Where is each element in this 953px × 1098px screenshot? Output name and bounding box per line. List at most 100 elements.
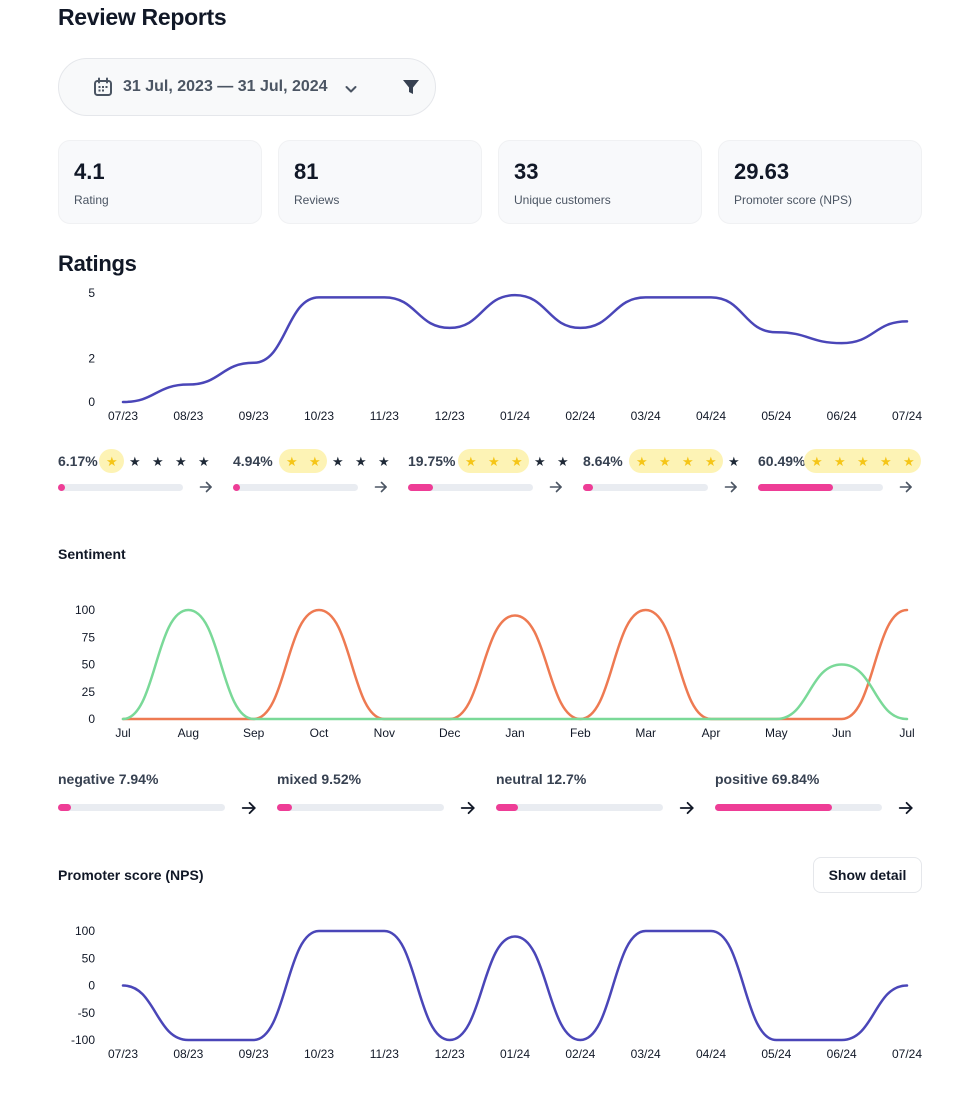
star-icon: ★ [811,454,823,469]
star-icon: ★ [705,454,717,469]
rating-progress-bar [233,484,358,491]
rating-progress-fill [233,484,240,491]
rating-percent: 6.17% [58,453,98,469]
sentiment-label: mixed 9.52% [277,771,362,787]
x-tick-label: Aug [178,726,199,740]
x-tick-label: Nov [374,726,395,740]
sentiment-title: Sentiment [58,546,126,562]
stars-highlight [99,449,124,473]
x-tick-label: Oct [310,726,329,740]
sentiment-progress-fill [715,804,832,811]
x-tick-label: 09/23 [239,1047,269,1061]
series-line-nps [121,929,909,1042]
x-tick-label: 05/24 [761,409,791,423]
x-tick-label: 07/23 [108,409,138,423]
sentiment-label: positive 69.84% [715,771,820,787]
star-icon: ★ [903,454,915,469]
y-tick-label: -50 [78,1006,96,1020]
x-tick-label: 11/23 [370,1047,399,1061]
y-tick-label: 50 [82,951,96,965]
arrow-right-icon[interactable] [679,800,695,816]
x-tick-label: Jul [115,726,130,740]
filter-icon[interactable] [401,77,421,97]
arrow-right-icon[interactable] [899,480,913,494]
star-icon: ★ [857,454,869,469]
sentiment-chart: 0 25 50 75 100 Jul Aug Sep Oct Nov Dec Jan Feb Mar Apr… [75,603,915,740]
stat-card-rating: 4.1 Rating [58,140,262,224]
sentiment-progress-bar [496,804,663,811]
rating-progress-bar [758,484,883,491]
x-tick-label: Sep [243,726,265,740]
x-tick-label: 01/24 [500,409,530,423]
x-tick-label: 03/24 [631,1047,661,1061]
star-icon: ★ [880,454,892,469]
stat-value: 81 [294,159,319,184]
rating-progress-fill [758,484,833,491]
page-title: Review Reports [58,4,227,30]
arrow-right-icon[interactable] [724,480,738,494]
x-tick-label: May [765,726,788,740]
x-tick-label: 07/24 [892,409,922,423]
show-detail-button[interactable]: Show detail [813,857,922,893]
y-tick-label: 100 [75,603,95,617]
stat-card-reviews: 81 Reviews [278,140,482,224]
rating-progress-fill [583,484,593,491]
stat-label: Unique customers [514,193,611,207]
rating-progress-fill [58,484,65,491]
ratings-title: Ratings [58,251,137,276]
star-icon: ★ [286,454,298,469]
arrow-right-icon[interactable] [199,480,213,494]
stat-value: 29.63 [734,159,790,184]
rating-percent: 8.64% [583,453,623,469]
y-tick-label: 25 [82,685,96,699]
star-icon: ★ [465,454,477,469]
chevron-down-icon[interactable] [343,81,359,97]
x-tick-label: 01/24 [500,1047,530,1061]
date-range-picker[interactable]: 31 Jul, 2023 — 31 Jul, 2024 [58,58,436,116]
y-tick-label: 2 [88,351,95,365]
star-icon: ★ [511,454,523,469]
x-tick-label: Dec [439,726,460,740]
stars-highlight [629,449,723,473]
star-icon: ★ [534,454,546,469]
sentiment-progress-bar [715,804,882,811]
rating-percent: 19.75% [408,453,456,469]
arrow-right-icon[interactable] [898,800,914,816]
star-icon: ★ [332,454,344,469]
y-tick-label: 50 [82,658,96,672]
rating-progress-bar [408,484,533,491]
x-tick-label: 03/24 [631,409,661,423]
x-tick-label: Apr [702,726,721,740]
stat-label: Rating [74,193,109,207]
arrow-right-icon[interactable] [549,480,563,494]
x-tick-label: 06/24 [827,1047,857,1061]
y-tick-label: 0 [88,395,95,409]
sentiment-progress-bar [277,804,444,811]
star-icon: ★ [728,454,740,469]
stat-value: 4.1 [74,159,105,184]
stat-card-unique-customers: 33 Unique customers [498,140,702,224]
star-icon: ★ [152,454,164,469]
x-tick-label: 09/23 [239,409,269,423]
star-icon: ★ [309,454,321,469]
x-tick-label: Jan [505,726,524,740]
arrow-right-icon[interactable] [460,800,476,816]
sentiment-progress-fill [496,804,518,811]
star-icon: ★ [659,454,671,469]
star-icon: ★ [378,454,390,469]
stat-label: Promoter score (NPS) [734,193,853,207]
stars-highlight [458,449,529,473]
ratings-chart: 0 2 5 07/23 08/23 09/23 10/23 11/23 12/23 01/24 02… [88,286,922,423]
x-tick-label: 05/24 [761,1047,791,1061]
series-line-rating [121,293,909,404]
rating-percent: 60.49% [758,453,806,469]
x-tick-label: Mar [635,726,656,740]
sentiment-label: negative 7.94% [58,771,159,787]
stars-highlight [279,449,327,473]
arrow-right-icon[interactable] [241,800,257,816]
x-tick-label: Feb [570,726,591,740]
series-line-negative [121,608,909,721]
nps-title: Promoter score (NPS) [58,867,204,883]
arrow-right-icon[interactable] [374,480,388,494]
star-icon: ★ [488,454,500,469]
